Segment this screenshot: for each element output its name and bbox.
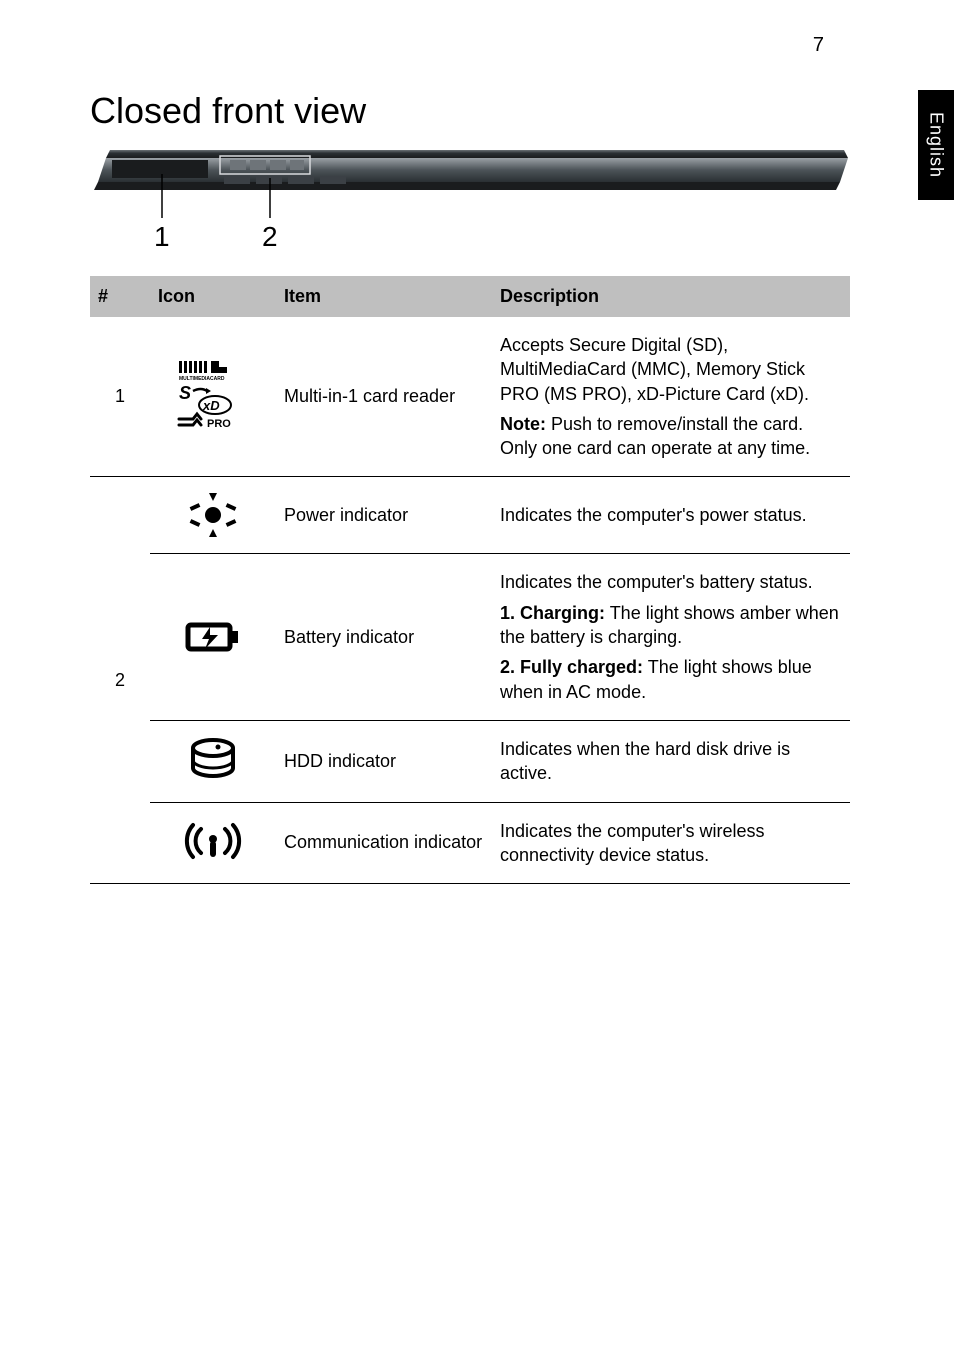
table-row: 2 Power indicator Indicates the computer… — [90, 477, 850, 554]
row2c-desc: Indicates when the hard disk drive is ac… — [492, 720, 850, 802]
row1-desc-note: Note: Push to remove/install the card. O… — [500, 412, 842, 461]
page: 7 English Closed front view — [0, 0, 954, 1369]
section-title: Closed front view — [90, 90, 864, 132]
battery-indicator-icon — [150, 554, 276, 720]
callout-1: 1 — [154, 221, 170, 252]
row2-num: 2 — [90, 477, 150, 884]
hdd-indicator-icon — [150, 720, 276, 802]
row1-note-label: Note: — [500, 414, 546, 434]
row2b-b1-label: 1. Charging: — [500, 603, 605, 623]
row2a-desc-text: Indicates the computer's power status. — [500, 503, 842, 527]
row1-note-text: Push to remove/install the card. Only on… — [500, 414, 810, 458]
row2b-desc-b1: 1. Charging: The light shows amber when … — [500, 601, 842, 650]
header-num: # — [90, 276, 150, 317]
row2b-desc-p1: Indicates the computer's battery status. — [500, 570, 842, 594]
table-row: Battery indicator Indicates the computer… — [90, 554, 850, 720]
row2d-item: Communication indicator — [276, 802, 492, 884]
svg-text:MULTIMEDIACARD: MULTIMEDIACARD — [179, 376, 225, 382]
language-tab-label: English — [926, 112, 947, 178]
table-row: HDD indicator Indicates when the hard di… — [90, 720, 850, 802]
row2b-desc-b2: 2. Fully charged: The light shows blue w… — [500, 655, 842, 704]
row2c-item: HDD indicator — [276, 720, 492, 802]
table-header-row: # Icon Item Description — [90, 276, 850, 317]
row2a-desc: Indicates the computer's power status. — [492, 477, 850, 554]
page-number: 7 — [813, 34, 824, 57]
svg-text:xD: xD — [202, 398, 220, 413]
table-row: Communication indicator Indicates the co… — [90, 802, 850, 884]
power-indicator-icon — [150, 477, 276, 554]
header-desc: Description — [492, 276, 850, 317]
wireless-indicator-icon — [150, 802, 276, 884]
callout-2: 2 — [262, 221, 278, 252]
svg-text:S: S — [179, 383, 191, 403]
multicard-icon: MULTIMEDIACARD S xD PRO — [150, 317, 276, 477]
row1-num: 1 — [90, 317, 150, 477]
row2b-desc: Indicates the computer's battery status.… — [492, 554, 850, 720]
header-icon: Icon — [150, 276, 276, 317]
row2d-desc: Indicates the computer's wireless connec… — [492, 802, 850, 884]
closed-front-figure: 1 2 — [90, 146, 850, 256]
row2d-desc-text: Indicates the computer's wireless connec… — [500, 819, 842, 868]
svg-text:PRO: PRO — [207, 418, 231, 430]
row2a-item: Power indicator — [276, 477, 492, 554]
header-item: Item — [276, 276, 492, 317]
row1-item: Multi-in-1 card reader — [276, 317, 492, 477]
table-row: 1 MULTIMEDIACARD — [90, 317, 850, 477]
closed-front-svg: 1 2 — [90, 146, 850, 256]
row2b-item: Battery indicator — [276, 554, 492, 720]
row1-desc-p1: Accepts Secure Digital (SD), MultiMediaC… — [500, 333, 842, 406]
spec-table: # Icon Item Description 1 — [90, 276, 850, 884]
language-tab: English — [918, 90, 954, 200]
row2b-b2-label: 2. Fully charged: — [500, 657, 643, 677]
row2c-desc-text: Indicates when the hard disk drive is ac… — [500, 737, 842, 786]
row1-desc: Accepts Secure Digital (SD), MultiMediaC… — [492, 317, 850, 477]
